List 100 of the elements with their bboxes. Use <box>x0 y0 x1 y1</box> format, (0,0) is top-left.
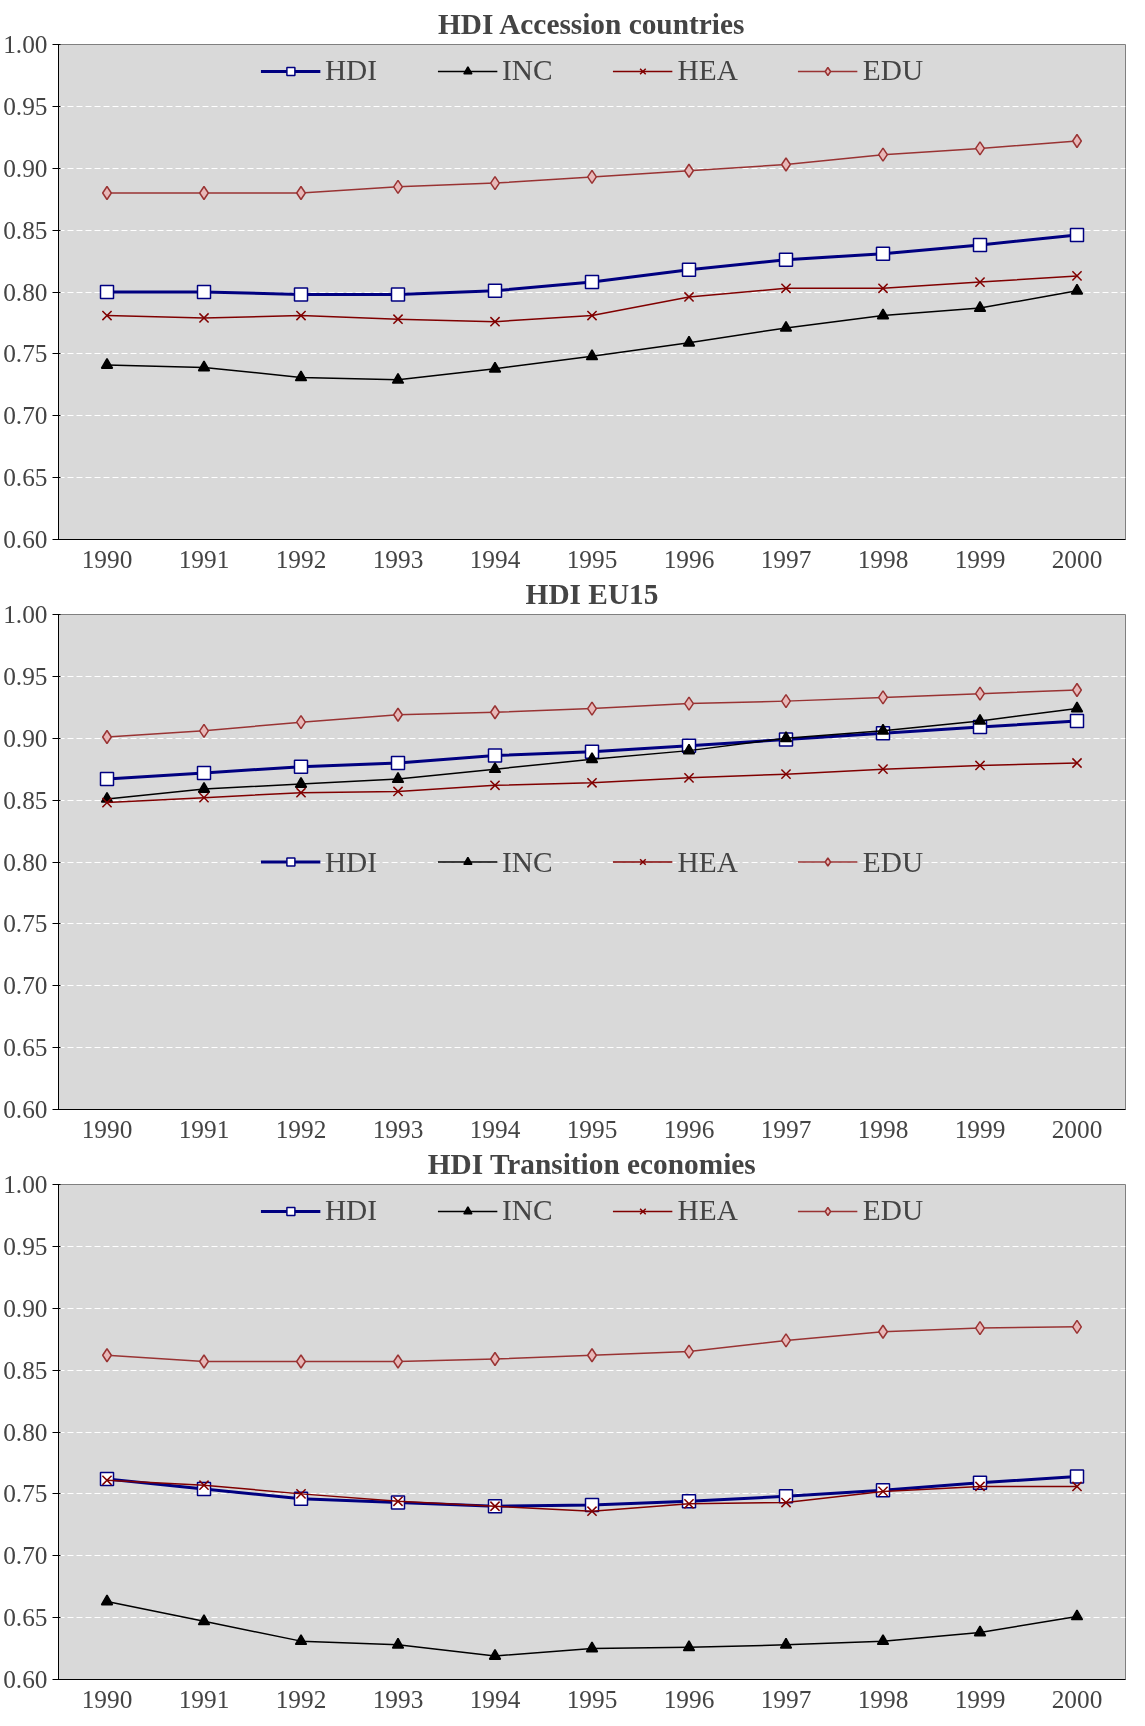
x-tick-label: 1992 <box>275 1684 327 1713</box>
point <box>392 707 404 722</box>
point <box>295 1488 307 1500</box>
y-tick-label: 0.60 <box>3 1665 48 1693</box>
legend-label: INC <box>502 845 553 878</box>
y-tick-label: 0.80 <box>3 277 48 306</box>
x-tick-label: 1990 <box>81 544 133 573</box>
y-tick-label: 0.75 <box>3 1479 48 1508</box>
x-tick-label: 1996 <box>663 1114 715 1143</box>
chart-title: HDI Accession countries <box>438 7 745 40</box>
y-tick-label: 0.70 <box>3 401 48 430</box>
x-tick-label: 1993 <box>372 544 424 573</box>
point <box>683 291 695 303</box>
x-tick-label: 1997 <box>760 544 812 573</box>
point <box>974 686 986 701</box>
point <box>489 1351 501 1367</box>
point <box>391 372 405 384</box>
y-tick-label: 1.00 <box>3 600 48 628</box>
point <box>586 1348 598 1363</box>
point <box>101 797 113 808</box>
x-tick-label: 1994 <box>469 1684 521 1713</box>
y-tick-label: 0.95 <box>3 91 48 120</box>
point <box>780 157 792 172</box>
point <box>1071 682 1083 698</box>
x-tick-label: 2000 <box>1051 1114 1103 1143</box>
point <box>974 141 986 156</box>
point <box>390 755 406 771</box>
point <box>974 276 986 288</box>
point <box>295 310 307 321</box>
point <box>294 370 308 382</box>
chart-title: HDI EU15 <box>525 577 659 610</box>
point <box>489 779 501 791</box>
point <box>780 1333 792 1348</box>
legend-label: HEA <box>677 1194 738 1227</box>
x-tick-label: 1998 <box>857 544 909 573</box>
point <box>1069 1469 1085 1484</box>
x-tick-label: 1994 <box>469 544 521 573</box>
point <box>877 1324 889 1340</box>
x-tick-label: 1996 <box>663 1684 715 1713</box>
point <box>198 792 210 803</box>
point <box>295 787 307 799</box>
point <box>390 287 406 302</box>
x-tick-label: 1992 <box>275 1114 327 1143</box>
point <box>1070 1609 1084 1621</box>
point <box>295 185 307 201</box>
point <box>780 1497 792 1508</box>
point <box>99 771 115 787</box>
y-tick-label: 0.60 <box>3 525 48 553</box>
y-tick-label: 0.85 <box>3 785 48 814</box>
legend-label: HDI <box>324 845 378 878</box>
point <box>585 752 599 764</box>
point <box>294 776 308 788</box>
point <box>100 1594 114 1606</box>
x-tick-label: 1998 <box>857 1114 909 1143</box>
point <box>293 759 309 774</box>
point <box>972 237 988 253</box>
y-tick-label: 0.65 <box>3 463 48 492</box>
point <box>682 1640 696 1652</box>
y-tick-label: 0.90 <box>3 153 48 182</box>
point <box>877 690 889 705</box>
point <box>586 777 598 789</box>
y-tick-label: 0.90 <box>3 723 48 752</box>
point <box>780 693 792 709</box>
y-tick-label: 0.95 <box>3 1231 48 1260</box>
legend-label: INC <box>502 54 553 87</box>
legend-label: EDU <box>862 845 924 878</box>
point <box>876 723 890 735</box>
point <box>198 1354 210 1369</box>
point <box>198 312 210 324</box>
point <box>1069 713 1085 729</box>
point <box>487 748 503 763</box>
y-tick-label: 0.60 <box>3 1095 48 1123</box>
x-tick-label: 1999 <box>954 1114 1006 1143</box>
point <box>1071 133 1083 149</box>
point <box>779 1637 793 1649</box>
point <box>391 1637 405 1649</box>
legend-label: HEA <box>677 54 738 87</box>
point <box>489 316 501 328</box>
point <box>780 768 792 780</box>
point <box>101 1348 113 1363</box>
legend-label: HDI <box>324 1194 378 1227</box>
y-tick-label: 0.75 <box>3 909 48 938</box>
point <box>1071 1319 1083 1335</box>
x-tick-label: 1990 <box>81 1684 133 1713</box>
y-tick-label: 0.65 <box>3 1033 48 1062</box>
y-tick-label: 0.85 <box>3 215 48 244</box>
point <box>196 284 212 300</box>
y-tick-label: 0.85 <box>3 1355 48 1384</box>
point <box>683 1498 695 1510</box>
point <box>584 274 600 290</box>
point <box>974 1320 986 1336</box>
point <box>1070 701 1084 713</box>
x-tick-label: 1993 <box>372 1114 424 1143</box>
point <box>293 287 309 302</box>
point <box>197 1614 211 1626</box>
x-tick-label: 1999 <box>954 544 1006 573</box>
point <box>682 335 696 347</box>
point <box>974 760 986 771</box>
point <box>683 1344 695 1359</box>
point <box>779 731 793 743</box>
